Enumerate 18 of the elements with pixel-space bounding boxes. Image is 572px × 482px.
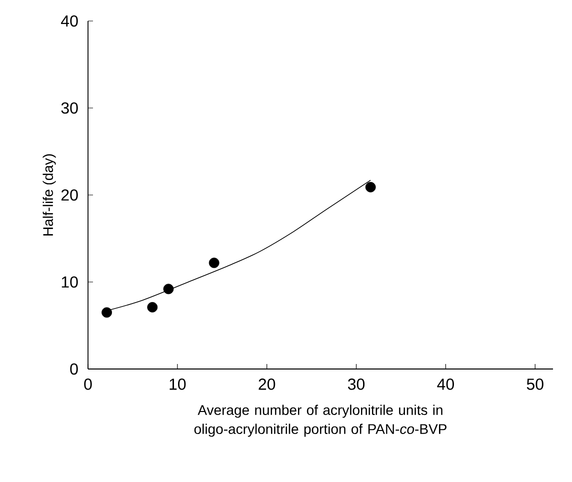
y-tick-label: 20 <box>61 189 78 201</box>
y-tick-label: 40 <box>61 15 78 27</box>
point <box>208 258 220 268</box>
point <box>102 307 112 318</box>
y-tick-label: 0 <box>70 363 78 375</box>
x-tick-label: 30 <box>348 378 365 390</box>
x-tick-label: 40 <box>437 378 454 390</box>
y-axis-title: Half-life (day) <box>42 154 56 236</box>
point <box>147 302 158 312</box>
y-tick-label: 10 <box>62 276 78 288</box>
x-tick-label: 50 <box>526 378 544 390</box>
y-tick-label: 30 <box>61 102 78 114</box>
x-axis-title: Average number of acrylonitrile units in oligo-acrylonitrile portion of PAN-co-BVP <box>194 404 446 437</box>
x-tick-label: 20 <box>258 378 276 390</box>
x-tick-label: 0 <box>84 378 92 390</box>
point <box>365 182 376 192</box>
x-tick-label: 10 <box>170 378 186 390</box>
point <box>163 284 174 294</box>
